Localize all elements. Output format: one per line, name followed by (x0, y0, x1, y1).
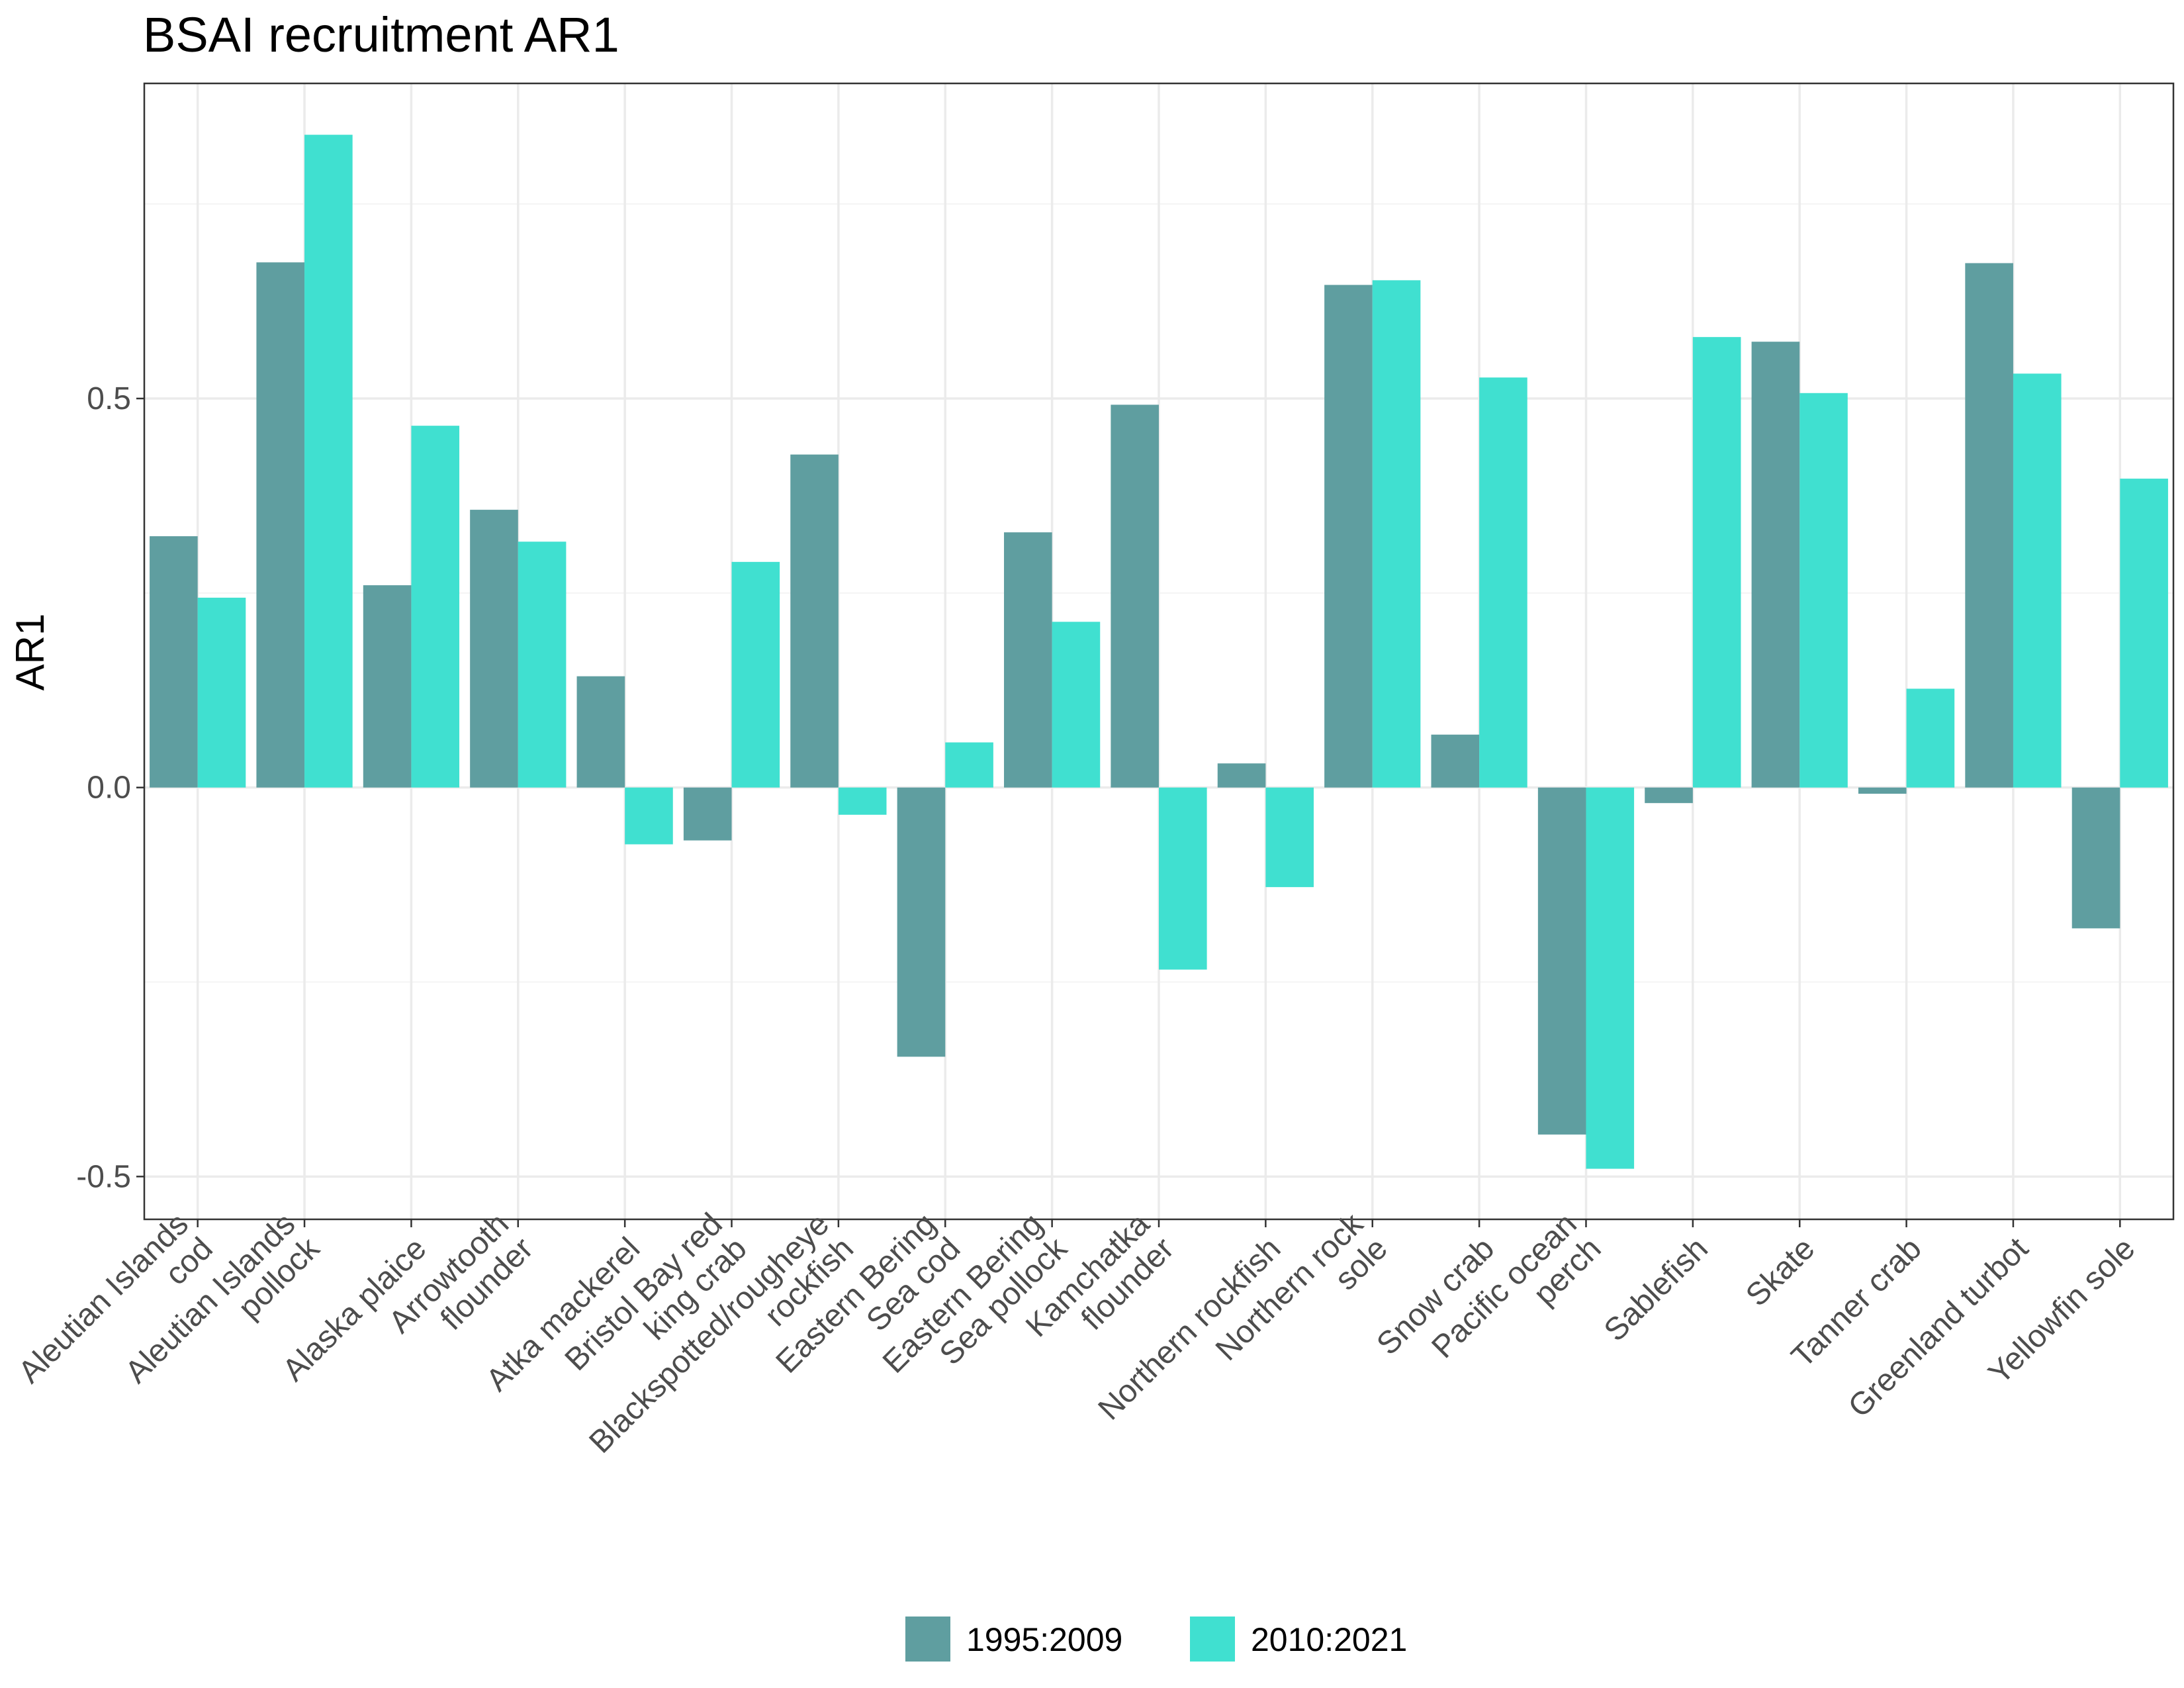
bar-series2 (304, 134, 353, 788)
bar-series2 (1372, 280, 1421, 788)
bar-series1 (1537, 787, 1586, 1135)
y-tick-label: -0.5 (76, 1159, 131, 1194)
bar-series1 (256, 262, 305, 788)
y-tick-label: 0.0 (87, 771, 131, 806)
bar-series2 (1692, 337, 1741, 788)
bar-series2 (838, 787, 887, 815)
bar-series2 (1479, 377, 1527, 788)
bar-series2 (1586, 787, 1635, 1169)
bar-series1 (1965, 263, 2013, 788)
bar-series2 (625, 787, 673, 845)
bar-series2 (2120, 479, 2168, 788)
bar-series1 (1858, 787, 1907, 794)
bar-series1 (1004, 532, 1052, 788)
bar-series1 (1324, 285, 1373, 788)
bar-series2 (2013, 373, 2062, 788)
bar-series2 (731, 561, 780, 788)
bars-layer (150, 134, 2168, 1169)
bar-series2 (1159, 787, 1207, 970)
bar-series1 (1751, 342, 1800, 788)
bar-series1 (363, 585, 412, 788)
bar-series1 (897, 787, 946, 1057)
legend-key-1 (905, 1617, 950, 1662)
bar-series1 (470, 510, 518, 788)
bar-series1 (2071, 787, 2120, 929)
x-tick-label: Sablefish (1598, 1231, 1715, 1348)
bar-series2 (1052, 622, 1101, 788)
bar-series2 (1265, 787, 1314, 888)
legend: 1995:2009 2010:2021 (905, 1617, 1407, 1662)
x-tick-label: Skate (1739, 1231, 1821, 1313)
bar-series2 (945, 742, 993, 788)
x-tick-label-line: Skate (1739, 1231, 1821, 1313)
chart-title: BSAI recruitment AR1 (143, 7, 619, 62)
bar-series1 (1111, 404, 1159, 788)
bar-series1 (683, 787, 732, 841)
legend-key-2 (1190, 1617, 1235, 1662)
bar-series2 (1906, 688, 1955, 788)
bar-series2 (197, 597, 246, 788)
x-tick-label-line: Sablefish (1598, 1231, 1715, 1348)
x-tick-label-line: Greenland turbot (1842, 1231, 2035, 1425)
legend-label-1: 1995:2009 (966, 1621, 1122, 1658)
bar-series1 (1645, 787, 1693, 804)
bar-series1 (790, 454, 839, 788)
bar-series2 (411, 426, 460, 788)
x-tick-label: Greenland turbot (1842, 1231, 2035, 1425)
bar-series1 (576, 676, 625, 788)
bar-series2 (518, 541, 567, 788)
y-tick-label: 0.5 (87, 381, 131, 416)
bar-series2 (1799, 393, 1848, 788)
legend-label-2: 2010:2021 (1251, 1621, 1407, 1658)
bar-series1 (150, 536, 198, 788)
bar-series1 (1431, 734, 1480, 788)
y-axis-title: AR1 (8, 614, 52, 691)
bar-series1 (1217, 763, 1266, 788)
